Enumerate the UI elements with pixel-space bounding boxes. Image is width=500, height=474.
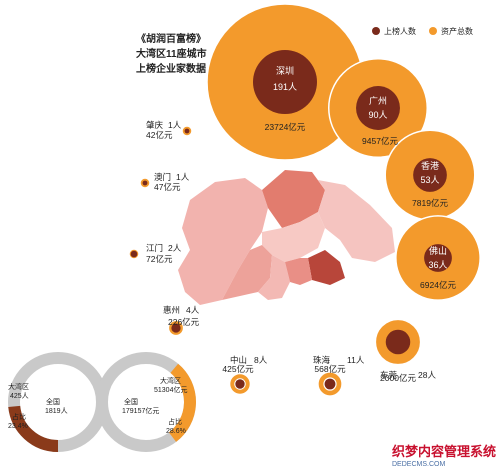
- city-assets-8: 72亿元: [146, 254, 173, 264]
- ring-assets-share-label: 占比: [168, 417, 182, 426]
- city-name-1: 广州: [369, 95, 387, 106]
- city-assets-0: 23724亿元: [265, 122, 306, 132]
- watermark-subtext: DEDECMS.COM: [392, 461, 445, 468]
- city-name-3: 佛山: [429, 245, 447, 256]
- ring-people-share-label: 占比: [12, 412, 26, 421]
- people-bubble-10: [184, 128, 190, 134]
- city-name-6: 中山: [230, 355, 247, 365]
- ring-assets-side-value: 51304亿元: [154, 385, 187, 394]
- people-bubble-7: [171, 323, 181, 333]
- map-region-dark: [308, 250, 345, 285]
- city-assets-1: 9457亿元: [362, 136, 398, 146]
- watermark-text: 织梦内容管理系统: [392, 444, 496, 459]
- city-people-1: 90人: [368, 110, 387, 120]
- ring-assets-share-value: 28.6%: [166, 428, 186, 435]
- map-region-east: [318, 180, 395, 262]
- city-people-2: 53人: [420, 175, 439, 185]
- people-bubble-8: [130, 250, 138, 258]
- city-people-8: 2人: [168, 243, 182, 253]
- map-region-north: [262, 170, 325, 228]
- ring-people-center-value: 1819人: [45, 407, 68, 415]
- ring-assets-share-arc: [168, 363, 196, 442]
- people-bubble-2: [413, 158, 447, 192]
- ring-assets-side-label: 大湾区: [160, 376, 181, 385]
- map-region-west: [178, 178, 268, 305]
- title-line-2: 大湾区11座城市: [136, 47, 207, 60]
- people-bubble-0: [253, 50, 317, 114]
- legend-label-assets: 资产总数: [441, 26, 473, 36]
- city-name-10: 肇庆: [146, 120, 164, 130]
- ring-people-side-value: 425人: [10, 392, 29, 400]
- title-line-1: 《胡润百富榜》: [136, 32, 206, 45]
- map-region-south-west: [222, 245, 272, 300]
- city-assets-4: 2000亿元: [380, 373, 416, 383]
- city-assets-2: 7819亿元: [412, 198, 448, 208]
- city-people-3: 36人: [428, 260, 447, 270]
- people-bubble-4: [385, 329, 411, 355]
- people-bubble-9: [142, 180, 148, 186]
- ring-assets-center-label: 全国: [124, 397, 138, 406]
- city-name-9: 澳门: [154, 172, 171, 182]
- people-bubble-1: [356, 86, 400, 130]
- people-bubble-3: [424, 244, 452, 272]
- city-people-9: 1人: [176, 172, 190, 182]
- legend-swatch-people: [372, 27, 380, 35]
- ring-assets-center-value: 179157亿元: [122, 406, 159, 415]
- chart-title: 《胡润百富榜》 大湾区11座城市 上榜企业家数据: [136, 32, 207, 75]
- city-bubbles: [128, 3, 481, 397]
- city-assets-6: 425亿元: [222, 364, 254, 374]
- city-people-7: 4人: [186, 305, 200, 315]
- city-people-10: 1人: [168, 120, 182, 130]
- city-people-4: 28人: [418, 370, 436, 380]
- map-region-south: [258, 255, 290, 300]
- city-name-4: 东莞: [380, 370, 398, 380]
- city-name-2: 香港: [421, 160, 439, 171]
- city-assets-10: 42亿元: [146, 130, 173, 140]
- ring-people-side-label: 大湾区: [8, 382, 29, 391]
- ring-people-share-arc: [8, 405, 59, 452]
- city-name-7: 惠州: [163, 305, 180, 315]
- legend-label-people: 上榜人数: [384, 26, 416, 36]
- bay-area-map: [178, 170, 395, 305]
- city-name-5: 珠海: [313, 355, 331, 365]
- city-name-0: 深圳: [276, 66, 294, 76]
- ring-charts: 全国 1819人 大湾区 425人 占比 23.4% 全国 179157亿元 大…: [8, 352, 196, 452]
- city-assets-3: 6924亿元: [420, 280, 456, 290]
- ring-people-center-label: 全国: [46, 397, 60, 406]
- title-line-3: 上榜企业家数据: [136, 62, 206, 75]
- watermark: 织梦内容管理系统 DEDECMS.COM: [392, 444, 496, 468]
- city-assets-5: 568亿元: [314, 364, 346, 374]
- map-region-pink: [285, 258, 312, 285]
- city-people-5: 11人: [347, 355, 365, 365]
- city-people-6: 8人: [254, 355, 268, 365]
- legend-swatch-assets: [429, 27, 437, 35]
- city-name-8: 江门: [146, 243, 163, 253]
- map-region-center: [262, 212, 325, 262]
- legend: 上榜人数 资产总数: [372, 26, 473, 36]
- ring-people-share-value: 23.4%: [8, 423, 28, 430]
- city-people-0: 191人: [273, 82, 297, 92]
- people-bubble-5: [324, 378, 336, 390]
- people-bubble-6: [235, 379, 245, 389]
- city-assets-7: 226亿元: [168, 317, 200, 327]
- city-assets-9: 47亿元: [154, 182, 181, 192]
